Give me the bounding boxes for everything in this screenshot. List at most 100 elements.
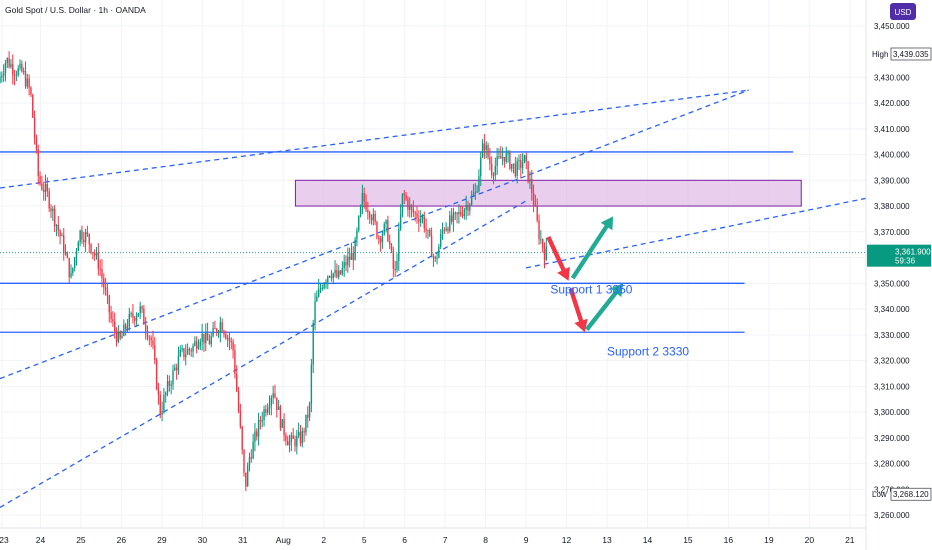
candle-body: [512, 163, 515, 165]
candle-body: [99, 268, 101, 270]
candle-body: [483, 143, 486, 150]
y-tick-label: 3,410.000: [874, 125, 910, 134]
candle-body: [130, 313, 132, 315]
x-tick-label: 21: [845, 535, 855, 545]
candle-body: [192, 345, 194, 352]
candle-body: [536, 206, 538, 221]
candle-body: [124, 324, 127, 329]
candle-body: [429, 229, 431, 236]
candle-body: [112, 319, 114, 322]
candle-body: [97, 252, 100, 269]
candle-body: [143, 309, 145, 325]
candle-body: [279, 406, 282, 428]
zones: [294, 179, 802, 207]
x-tick-label: 12: [562, 535, 572, 545]
candle-body: [500, 156, 502, 159]
candle-body: [230, 341, 232, 343]
candle-body: [523, 155, 526, 163]
candle-body: [146, 331, 149, 338]
candle-body: [73, 257, 76, 268]
support-label: Support 2 3330: [607, 344, 689, 358]
candle-body: [6, 58, 8, 63]
candle-body: [57, 224, 59, 231]
candle-body: [214, 328, 216, 330]
candle-body: [370, 217, 373, 221]
candle-body: [170, 384, 172, 386]
candle-body: [529, 178, 531, 182]
candle-body: [285, 435, 287, 441]
candle-body: [418, 218, 420, 223]
candle-body: [516, 161, 518, 176]
candle-body: [226, 337, 229, 339]
current-price-badge: [867, 244, 931, 267]
candle-body: [303, 430, 305, 433]
candle-body: [392, 251, 395, 269]
candle-body: [95, 252, 98, 256]
candle-body: [378, 237, 380, 239]
candle-body: [1, 75, 3, 78]
candle-body: [208, 340, 211, 345]
candle-body: [28, 78, 30, 88]
currency-button[interactable]: USD: [890, 3, 916, 20]
candle-body: [15, 74, 18, 76]
candle-body: [106, 290, 109, 296]
candle-body: [359, 205, 362, 217]
candle-body: [194, 341, 196, 346]
candle-body: [350, 252, 353, 260]
x-tick-label: 6: [402, 535, 407, 545]
candle-body: [128, 313, 130, 327]
candle-body: [268, 405, 271, 409]
candle-body: [4, 62, 7, 74]
candle-body: [166, 381, 169, 393]
candle-body: [217, 332, 220, 334]
candle-body: [474, 191, 476, 194]
candle-body: [219, 322, 222, 333]
candle-body: [81, 230, 83, 240]
projection-arrow: [585, 283, 624, 331]
candle-body: [203, 333, 205, 344]
candle-body: [460, 211, 462, 215]
candle-body: [123, 324, 125, 336]
candle-body: [22, 70, 25, 72]
candle-body: [505, 153, 507, 162]
candle-body: [405, 195, 407, 200]
candle-body: [323, 283, 325, 289]
candle-body: [492, 174, 495, 176]
candle-body: [449, 215, 451, 232]
y-tick-label: 3,400.000: [874, 151, 910, 160]
candle-body: [134, 317, 136, 321]
y-tick-label: 3,380.000: [874, 202, 910, 211]
candle-body: [53, 208, 56, 226]
candle-body: [66, 253, 69, 258]
candle-body: [469, 204, 471, 211]
candle-body: [276, 397, 278, 410]
candle-body: [389, 241, 391, 245]
candle-body: [436, 257, 438, 259]
candle-body: [507, 152, 509, 154]
annotations: Support 1 3350 Support 2 3330: [550, 283, 689, 359]
candle-body: [532, 192, 535, 205]
candle-body: [372, 214, 375, 221]
candle-body: [489, 157, 491, 165]
candle-body: [270, 397, 273, 406]
candle-body: [292, 435, 294, 439]
x-tick-label: 8: [483, 535, 488, 545]
low-value: 3,268.120: [893, 490, 929, 499]
candle-body: [390, 244, 393, 252]
candle-body: [438, 246, 440, 258]
candle-body: [314, 301, 316, 323]
candle-body: [32, 94, 34, 118]
candle-body: [463, 209, 466, 217]
candle-body: [64, 253, 67, 255]
candle-body: [265, 409, 267, 413]
candle-body: [317, 289, 320, 297]
candle-body: [46, 184, 49, 192]
candle-body: [13, 74, 16, 76]
low-value-box: [890, 487, 932, 501]
y-tick-label: 3,340.000: [874, 305, 910, 314]
candle-body: [297, 431, 300, 436]
candle-body: [396, 261, 398, 270]
candle-body: [336, 270, 338, 277]
candle-body: [183, 348, 185, 358]
